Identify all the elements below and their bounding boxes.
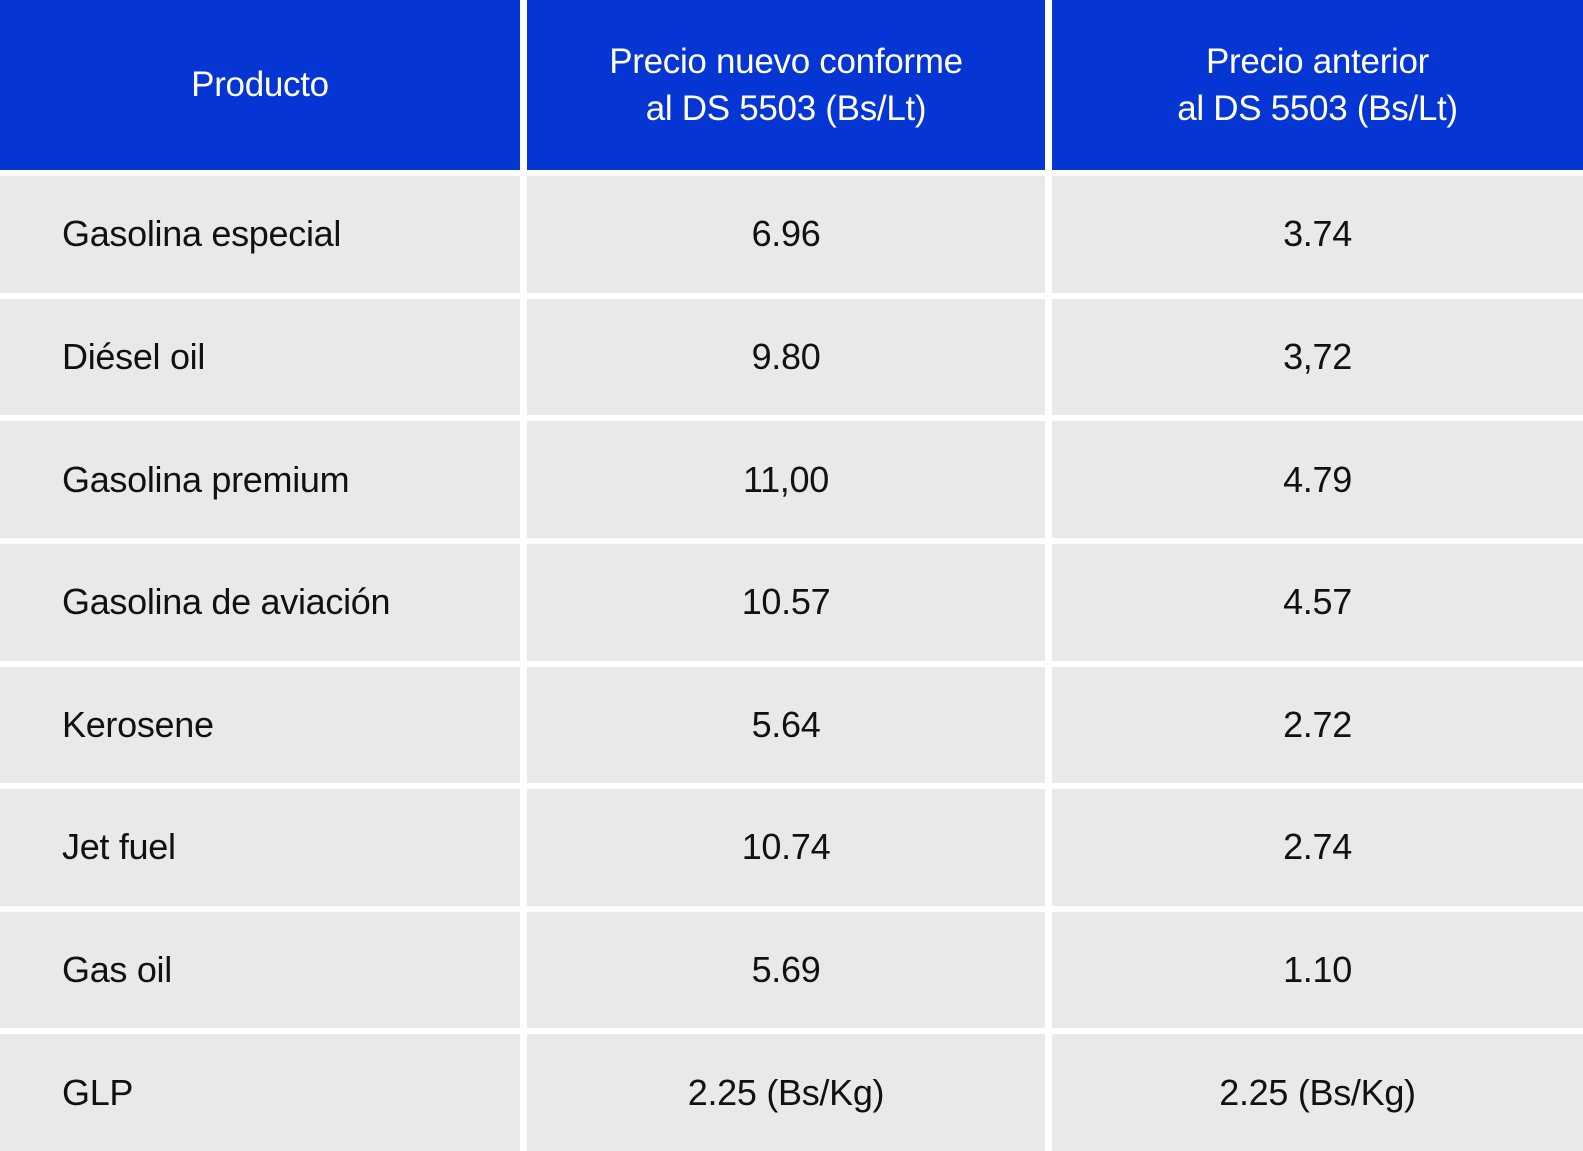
old-price-cell: 4.79 bbox=[1052, 421, 1583, 538]
header-precio-nuevo: Precio nuevo conforme al DS 5503 (Bs/Lt) bbox=[527, 0, 1045, 170]
old-price-cell: 3,72 bbox=[1052, 298, 1583, 416]
new-price-cell: 5.64 bbox=[527, 666, 1045, 784]
product-cell: Kerosene bbox=[0, 666, 520, 784]
old-price-cell: 2.74 bbox=[1052, 789, 1583, 906]
new-price-cell: 9.80 bbox=[527, 298, 1045, 416]
product-cell: GLP bbox=[0, 1034, 520, 1151]
new-price-cell: 2.25 (Bs/Kg) bbox=[527, 1034, 1045, 1151]
new-price-cell: 6.96 bbox=[527, 176, 1045, 293]
product-cell: Gas oil bbox=[0, 911, 520, 1029]
old-price-cell: 2.25 (Bs/Kg) bbox=[1052, 1034, 1583, 1151]
new-price-cell: 10.57 bbox=[527, 543, 1045, 661]
header-precio-anterior: Precio anterior al DS 5503 (Bs/Lt) bbox=[1052, 0, 1583, 170]
product-cell: Gasolina especial bbox=[0, 176, 520, 293]
header-producto: Producto bbox=[0, 0, 520, 170]
new-price-cell: 10.74 bbox=[527, 789, 1045, 906]
new-price-cell: 5.69 bbox=[527, 911, 1045, 1029]
product-cell: Diésel oil bbox=[0, 298, 520, 416]
old-price-cell: 2.72 bbox=[1052, 666, 1583, 784]
old-price-cell: 3.74 bbox=[1052, 176, 1583, 293]
new-price-cell: 11,00 bbox=[527, 421, 1045, 538]
product-cell: Gasolina premium bbox=[0, 421, 520, 538]
old-price-cell: 1.10 bbox=[1052, 911, 1583, 1029]
product-cell: Gasolina de aviación bbox=[0, 543, 520, 661]
product-cell: Jet fuel bbox=[0, 789, 520, 906]
old-price-cell: 4.57 bbox=[1052, 543, 1583, 661]
